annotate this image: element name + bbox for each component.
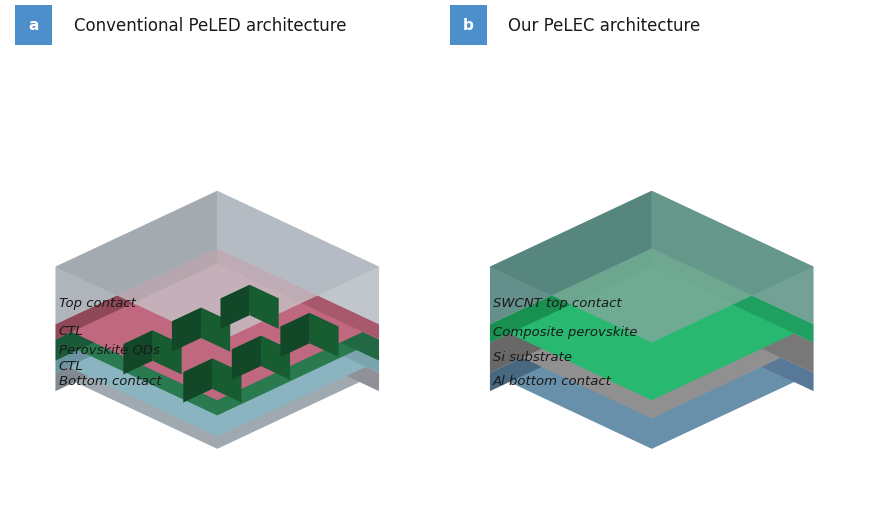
Polygon shape <box>490 267 652 373</box>
Polygon shape <box>490 191 813 343</box>
Polygon shape <box>490 249 652 343</box>
Polygon shape <box>490 297 652 391</box>
Polygon shape <box>123 331 153 375</box>
Polygon shape <box>217 264 379 361</box>
Polygon shape <box>217 285 379 373</box>
Polygon shape <box>56 191 217 325</box>
Polygon shape <box>309 313 339 358</box>
Polygon shape <box>212 359 242 403</box>
Polygon shape <box>652 249 813 343</box>
Polygon shape <box>183 359 242 386</box>
FancyBboxPatch shape <box>16 6 52 45</box>
Text: a: a <box>29 18 38 33</box>
Polygon shape <box>56 264 379 416</box>
Polygon shape <box>217 249 379 340</box>
Polygon shape <box>221 285 279 313</box>
Polygon shape <box>56 285 217 373</box>
Text: CTL: CTL <box>59 324 83 337</box>
Polygon shape <box>490 297 813 449</box>
Polygon shape <box>232 336 261 380</box>
Polygon shape <box>652 297 813 391</box>
Polygon shape <box>652 191 813 325</box>
Text: Al bottom contact: Al bottom contact <box>494 374 612 387</box>
Polygon shape <box>56 249 217 340</box>
Polygon shape <box>56 191 379 343</box>
Text: Top contact: Top contact <box>59 296 136 310</box>
Polygon shape <box>281 313 309 358</box>
Polygon shape <box>56 297 217 391</box>
Polygon shape <box>217 297 379 391</box>
Polygon shape <box>232 336 290 364</box>
Polygon shape <box>123 331 182 358</box>
Polygon shape <box>56 264 217 361</box>
Polygon shape <box>490 249 813 400</box>
Polygon shape <box>261 336 290 380</box>
Polygon shape <box>153 331 182 375</box>
Text: Conventional PeLED architecture: Conventional PeLED architecture <box>74 17 347 35</box>
Polygon shape <box>183 359 212 403</box>
Polygon shape <box>281 313 339 340</box>
Text: Si substrate: Si substrate <box>494 350 572 363</box>
Polygon shape <box>172 308 230 335</box>
Polygon shape <box>249 285 279 329</box>
Polygon shape <box>221 285 249 329</box>
Text: Composite perovskite: Composite perovskite <box>494 326 638 339</box>
Text: CTL: CTL <box>59 359 83 372</box>
Text: Our PeLEC architecture: Our PeLEC architecture <box>508 17 700 35</box>
Polygon shape <box>56 249 379 400</box>
Text: b: b <box>462 18 474 33</box>
FancyBboxPatch shape <box>450 6 487 45</box>
Polygon shape <box>217 191 379 325</box>
Polygon shape <box>490 267 813 419</box>
Polygon shape <box>56 297 379 449</box>
Text: SWCNT top contact: SWCNT top contact <box>494 296 622 310</box>
Polygon shape <box>172 308 201 352</box>
Text: Perovskite QDs: Perovskite QDs <box>59 342 160 356</box>
Text: Bottom contact: Bottom contact <box>59 374 162 387</box>
Polygon shape <box>652 267 813 373</box>
Polygon shape <box>201 308 230 352</box>
Polygon shape <box>490 191 652 325</box>
Polygon shape <box>56 285 379 437</box>
